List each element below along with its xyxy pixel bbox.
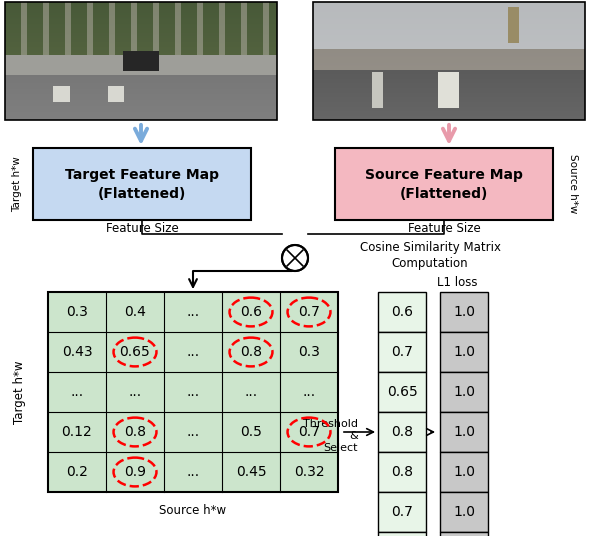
Text: 0.7: 0.7 bbox=[391, 345, 413, 359]
Text: Computation: Computation bbox=[392, 257, 468, 270]
Text: (Flattened): (Flattened) bbox=[400, 187, 488, 201]
Text: 0.43: 0.43 bbox=[62, 345, 92, 359]
Text: 1.0: 1.0 bbox=[453, 465, 475, 479]
Text: Target h*w: Target h*w bbox=[12, 156, 22, 212]
Text: 0.5: 0.5 bbox=[240, 425, 262, 439]
Text: Source h*w: Source h*w bbox=[159, 503, 227, 517]
Bar bbox=[378, 292, 426, 332]
Text: ...: ... bbox=[186, 385, 199, 399]
Text: 0.3: 0.3 bbox=[66, 305, 88, 319]
Text: 0.7: 0.7 bbox=[298, 425, 320, 439]
Text: Select: Select bbox=[323, 443, 358, 453]
Bar bbox=[440, 292, 488, 332]
Text: &: & bbox=[349, 431, 358, 441]
Text: 0.7: 0.7 bbox=[298, 305, 320, 319]
Text: ...: ... bbox=[186, 425, 199, 439]
Text: 0.45: 0.45 bbox=[235, 465, 266, 479]
Text: 0.6: 0.6 bbox=[240, 305, 262, 319]
Bar bbox=[378, 412, 426, 452]
Bar bbox=[440, 412, 488, 452]
Bar bbox=[378, 332, 426, 372]
Text: 0.8: 0.8 bbox=[240, 345, 262, 359]
Text: ...: ... bbox=[186, 345, 199, 359]
Bar bbox=[48, 292, 338, 492]
Bar bbox=[33, 148, 251, 220]
Text: ...: ... bbox=[244, 385, 258, 399]
Bar bbox=[440, 452, 488, 492]
Text: Target Feature Map: Target Feature Map bbox=[65, 168, 219, 182]
Text: 1.0: 1.0 bbox=[453, 345, 475, 359]
Text: (Flattened): (Flattened) bbox=[98, 187, 186, 201]
Text: 1.0: 1.0 bbox=[453, 505, 475, 519]
Bar bbox=[440, 332, 488, 372]
Text: ...: ... bbox=[129, 385, 142, 399]
Text: Feature Size: Feature Size bbox=[106, 221, 178, 235]
Text: 0.65: 0.65 bbox=[120, 345, 150, 359]
Text: 0.4: 0.4 bbox=[124, 305, 146, 319]
Bar bbox=[313, 2, 585, 120]
Text: 0.8: 0.8 bbox=[391, 465, 413, 479]
Bar bbox=[440, 372, 488, 412]
Text: 0.8: 0.8 bbox=[124, 425, 146, 439]
Text: 0.7: 0.7 bbox=[391, 505, 413, 519]
Text: 1.0: 1.0 bbox=[453, 385, 475, 399]
Bar bbox=[378, 492, 426, 532]
Text: 0.3: 0.3 bbox=[298, 345, 320, 359]
Circle shape bbox=[282, 245, 308, 271]
Text: 0.65: 0.65 bbox=[386, 385, 417, 399]
Text: 0.9: 0.9 bbox=[124, 465, 146, 479]
Text: Source h*w: Source h*w bbox=[568, 154, 578, 214]
Text: L1 loss: L1 loss bbox=[437, 276, 477, 288]
Bar bbox=[378, 372, 426, 412]
Bar bbox=[378, 452, 426, 492]
Text: Target h*w: Target h*w bbox=[14, 360, 27, 424]
Text: 0.2: 0.2 bbox=[66, 465, 88, 479]
Text: 0.32: 0.32 bbox=[294, 465, 324, 479]
Text: 1.0: 1.0 bbox=[453, 305, 475, 319]
Bar bbox=[378, 532, 426, 536]
Text: Threshold: Threshold bbox=[303, 419, 358, 429]
Bar bbox=[440, 492, 488, 532]
Bar bbox=[440, 532, 488, 536]
Text: ...: ... bbox=[303, 385, 316, 399]
Text: 1.0: 1.0 bbox=[453, 425, 475, 439]
Text: ...: ... bbox=[186, 305, 199, 319]
Text: ...: ... bbox=[186, 465, 199, 479]
Text: Source Feature Map: Source Feature Map bbox=[365, 168, 523, 182]
Text: Feature Size: Feature Size bbox=[408, 221, 480, 235]
Text: ...: ... bbox=[70, 385, 84, 399]
Text: 0.8: 0.8 bbox=[391, 425, 413, 439]
Text: Cosine Similarity Matrix: Cosine Similarity Matrix bbox=[359, 241, 500, 254]
Bar bbox=[5, 2, 277, 120]
Text: 0.6: 0.6 bbox=[391, 305, 413, 319]
Text: 0.12: 0.12 bbox=[61, 425, 93, 439]
Bar bbox=[335, 148, 553, 220]
